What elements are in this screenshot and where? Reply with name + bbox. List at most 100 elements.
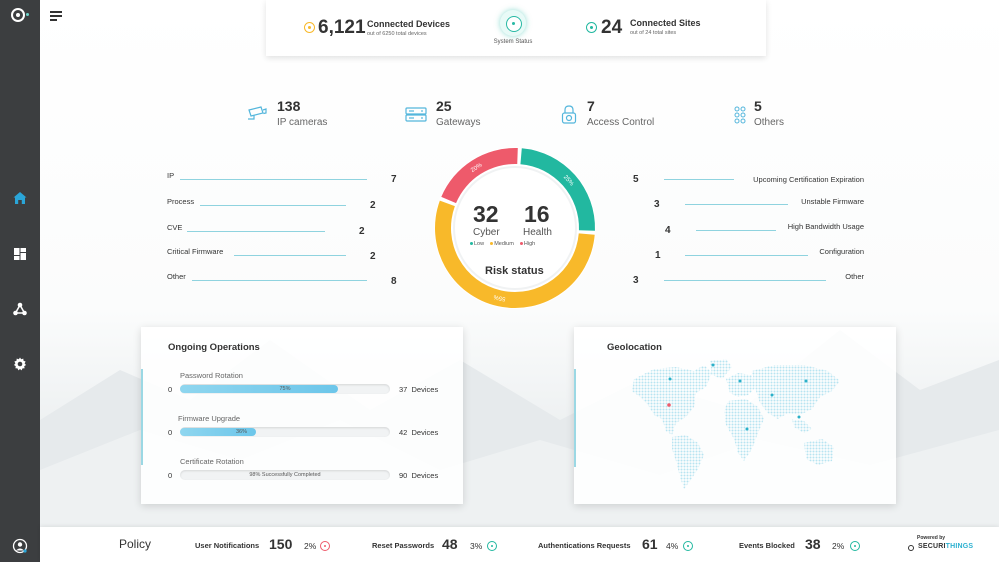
operation-name: Certificate Rotation: [180, 457, 244, 466]
lock-icon: [558, 104, 580, 124]
cyber-label: Cyber: [473, 227, 500, 238]
world-map-graphic: [632, 359, 840, 489]
powered-by-label: Powered by: [917, 535, 946, 541]
main-area: 6,121 Connected Devices out of 6250 tota…: [40, 0, 999, 562]
footer-value: 61: [642, 536, 658, 552]
brand-logo-icon: [908, 545, 914, 551]
network-icon[interactable]: [12, 301, 28, 317]
metric-unstable-firmware[interactable]: 3 Unstable Firmware: [630, 197, 870, 218]
count-value: 90: [399, 471, 408, 480]
metric-critical-firmware[interactable]: Critical Firmware 2: [167, 246, 407, 266]
category-others[interactable]: 5 Others: [733, 98, 833, 128]
metric-cve[interactable]: CVE 2: [167, 222, 407, 242]
metric-ip[interactable]: IP 7: [167, 170, 407, 190]
category-ip-cameras[interactable]: 138 IP cameras: [245, 98, 355, 128]
operation-count: 90 Devices: [399, 471, 438, 480]
footer-label: User Notifications: [195, 541, 260, 550]
category-gateways[interactable]: 25 Gateways: [405, 98, 515, 128]
footer-value: 48: [442, 536, 458, 552]
metric-configuration[interactable]: 1 Configuration: [630, 247, 870, 269]
home-icon[interactable]: [12, 190, 28, 206]
category-access-control[interactable]: 7 Access Control: [558, 98, 688, 128]
map-marker[interactable]: [745, 427, 749, 431]
camera-icon: [245, 104, 267, 124]
map-marker[interactable]: [668, 377, 672, 381]
metric-upcoming-cert-expiration[interactable]: 5 Upcoming Certification Expiration: [630, 173, 870, 193]
risk-legend: Low Medium High: [470, 241, 535, 247]
metric-label: High Bandwidth Usage: [787, 222, 864, 231]
metric-label: Other: [167, 272, 186, 281]
operation-count: 42 Devices: [399, 428, 438, 437]
progress-label: 98% Successfully Completed: [249, 472, 321, 478]
risk-status-donut[interactable]: 25% 55% 20% 32 Cyber 16 Health Low Medium …: [430, 143, 600, 313]
map-marker[interactable]: [804, 379, 808, 383]
metric-other-left[interactable]: Other 8: [167, 271, 407, 291]
metric-value: 4: [665, 225, 671, 236]
operation-password-rotation[interactable]: Password Rotation 0 75% 37 Devices: [168, 371, 448, 401]
footer-pct: 3%: [470, 541, 483, 551]
progress-track: 75%: [180, 384, 390, 394]
metric-label: Configuration: [819, 247, 864, 256]
metric-high-bandwidth[interactable]: 4 High Bandwidth Usage: [630, 222, 870, 244]
donut-segment-label: 20%: [470, 162, 484, 174]
metric-other-right[interactable]: 3 Other: [630, 272, 870, 295]
ip-cameras-label: IP cameras: [277, 117, 328, 128]
gateway-icon: [405, 104, 427, 124]
sites-status-icon: [586, 22, 597, 33]
access-control-label: Access Control: [587, 117, 655, 128]
ok-status-icon: [487, 541, 497, 551]
grid-icon: [733, 104, 755, 124]
operation-firmware-upgrade[interactable]: Firmware Upgrade 0 36% 42 Devices: [168, 414, 448, 444]
metric-process[interactable]: Process 2: [167, 196, 407, 216]
gateways-label: Gateways: [436, 117, 481, 128]
footer-pct: 2%: [304, 541, 317, 551]
footer-label: Reset Passwords: [372, 541, 435, 550]
operation-start: 0: [168, 385, 173, 394]
map-marker[interactable]: [738, 379, 742, 383]
operation-certificate-rotation[interactable]: Certificate Rotation 0 98% Successfully …: [168, 457, 448, 487]
donut-segment[interactable]: [520, 148, 595, 231]
metric-label: IP: [167, 171, 175, 180]
metric-line: [664, 179, 734, 180]
dashboard-icon[interactable]: [12, 246, 28, 262]
map-marker[interactable]: [711, 363, 715, 367]
footer-pct: 2%: [832, 541, 845, 551]
legend-medium: Medium: [494, 241, 514, 247]
user-profile-icon[interactable]: [12, 538, 28, 554]
settings-gear-icon[interactable]: [12, 356, 28, 372]
access-control-count: 7: [587, 98, 595, 114]
connected-sites-sub: out of 24 total sites: [630, 30, 677, 36]
map-marker[interactable]: [797, 415, 801, 419]
operation-start: 0: [168, 428, 173, 437]
system-status-icon[interactable]: [500, 10, 526, 36]
connected-devices-sub: out of 6250 total devices: [367, 31, 427, 37]
legend-high-dot: [519, 242, 523, 246]
metric-value: 7: [391, 174, 397, 185]
menu-toggle-icon[interactable]: [50, 11, 62, 21]
geolocation-panel: Geolocation: [574, 327, 896, 504]
metric-label: Critical Firmware: [167, 247, 224, 256]
connected-devices-label: Connected Devices: [367, 19, 451, 29]
metric-value: 8: [391, 276, 397, 287]
metric-label: Other: [845, 272, 864, 281]
donut-segment[interactable]: [435, 200, 595, 309]
ip-cameras-count: 138: [277, 98, 301, 114]
metric-line: [685, 204, 788, 205]
donut-segment[interactable]: [441, 148, 518, 204]
logo-dot-icon: [26, 13, 29, 16]
map-marker-alert[interactable]: [667, 403, 671, 407]
map-marker[interactable]: [770, 393, 774, 397]
summary-card: 6,121 Connected Devices out of 6250 tota…: [266, 0, 766, 56]
app-logo-icon[interactable]: [11, 8, 25, 22]
progress-fill: [180, 385, 338, 393]
progress-label: 36%: [236, 429, 248, 435]
health-score: 16: [524, 201, 550, 227]
ok-status-icon: [850, 541, 860, 551]
world-map[interactable]: [614, 357, 854, 492]
progress-fill: [180, 428, 256, 436]
metric-label: Process: [167, 197, 195, 206]
ongoing-operations-title: Ongoing Operations: [168, 342, 260, 353]
brand-name-a: SECURI: [918, 543, 946, 550]
devices-status-icon: [304, 22, 315, 33]
metric-value: 2: [370, 200, 376, 211]
